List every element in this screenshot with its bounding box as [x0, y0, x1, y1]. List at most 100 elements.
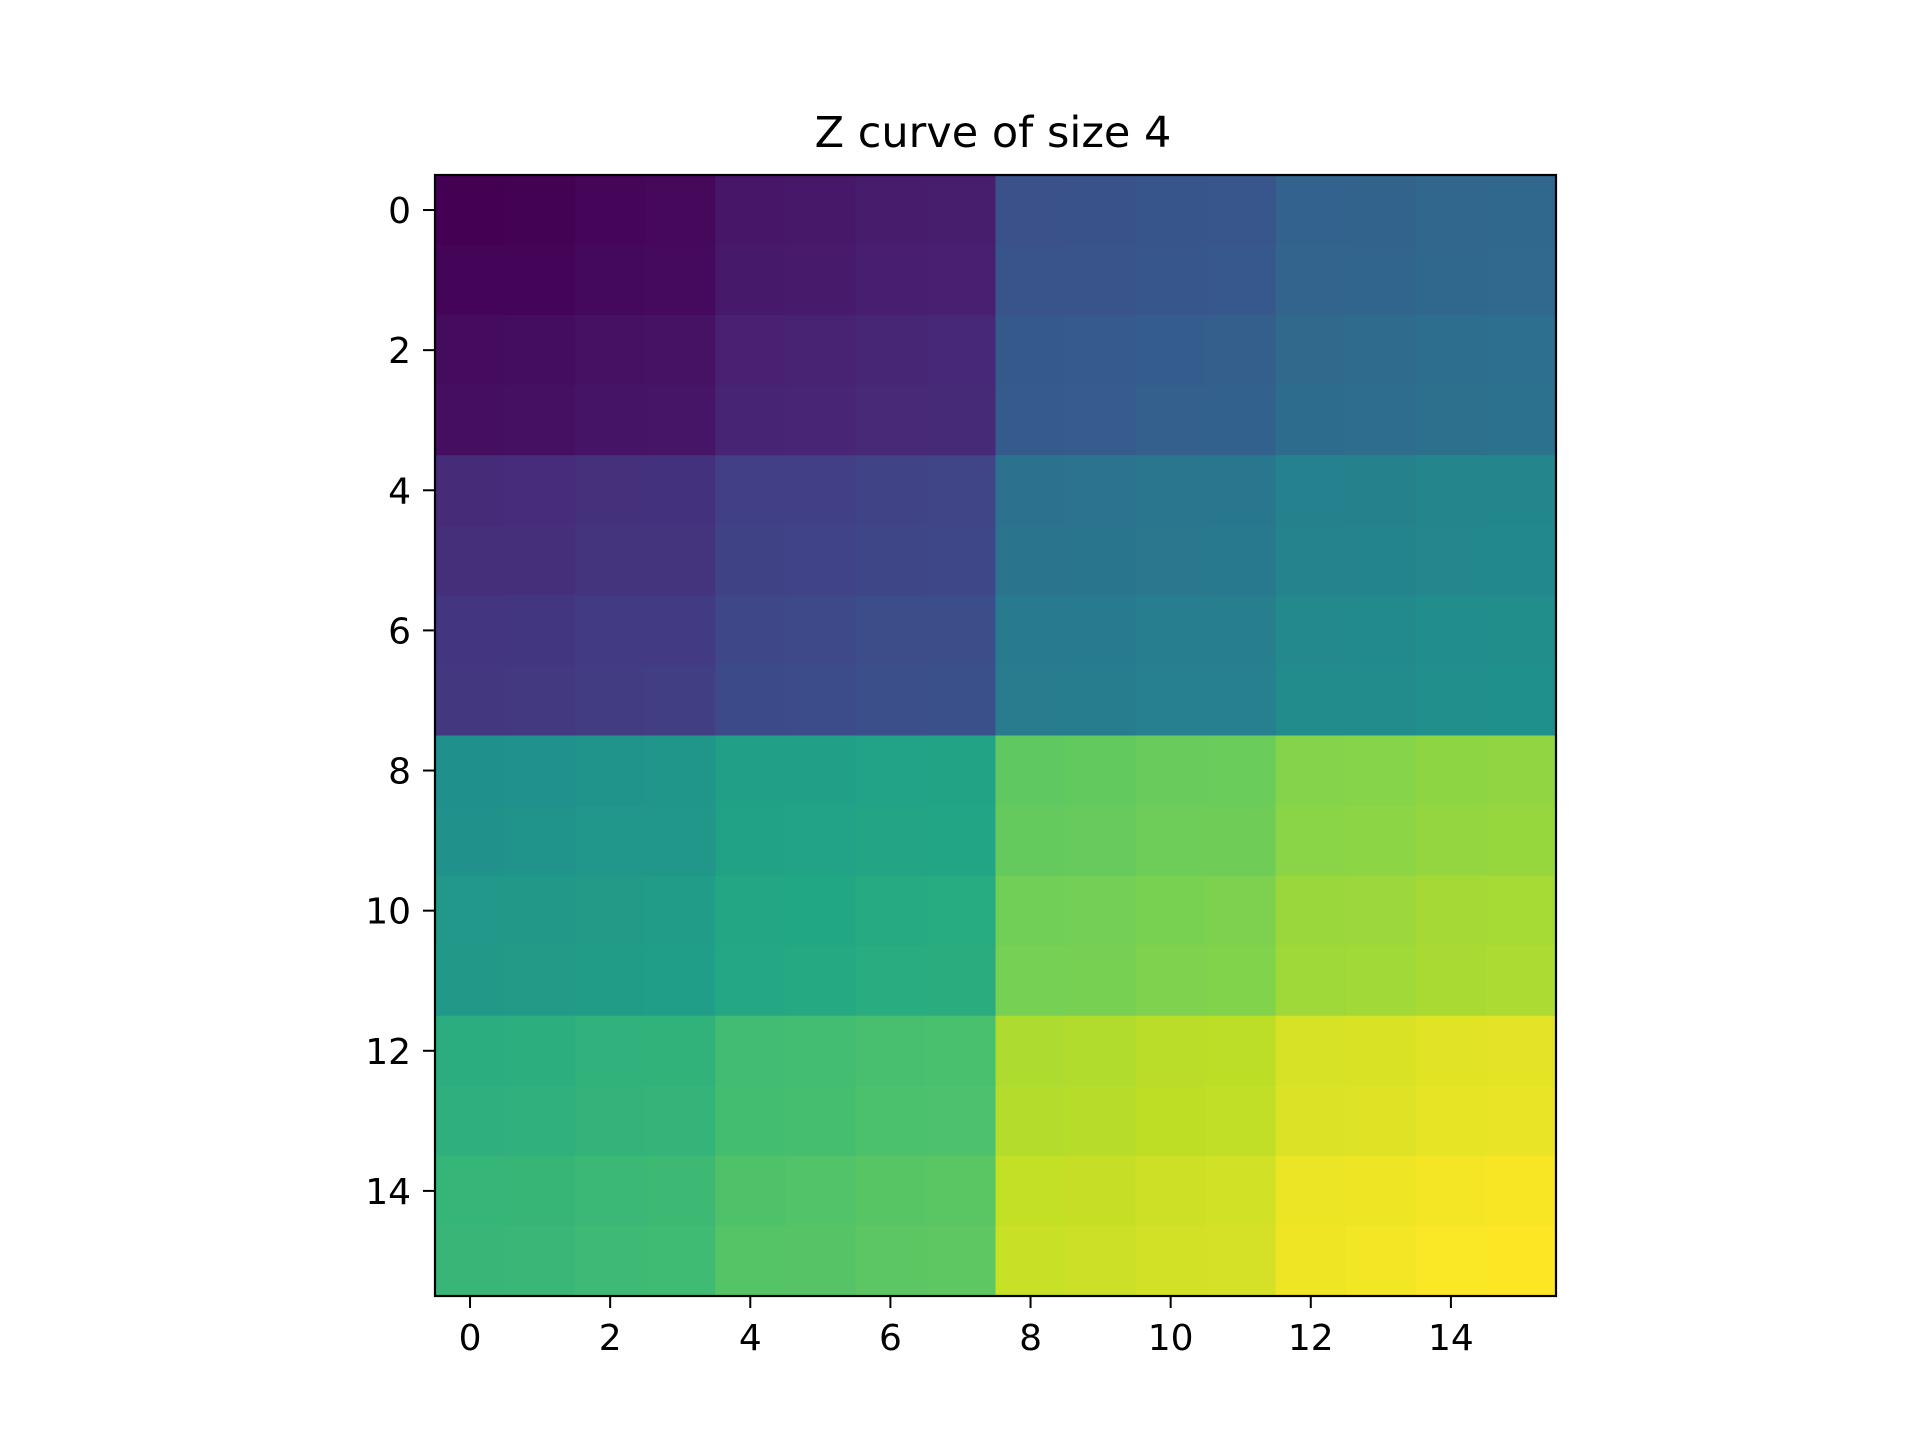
heatmap-cell	[1135, 315, 1207, 386]
heatmap-cell	[925, 1015, 997, 1087]
heatmap-cell	[645, 315, 716, 386]
heatmap-cell	[925, 1085, 997, 1157]
heatmap-cell	[1345, 1225, 1417, 1297]
heatmap-cell	[575, 175, 646, 246]
heatmap-cell	[995, 455, 1067, 526]
heatmap-cell	[645, 175, 716, 246]
heatmap-cell	[575, 1015, 646, 1087]
heatmap-cell	[925, 595, 997, 667]
heatmap-cell	[1065, 1225, 1137, 1297]
heatmap-cell	[1415, 1085, 1487, 1157]
heatmap-cell	[1205, 665, 1277, 737]
heatmap-cell	[1485, 175, 1557, 246]
heatmap-cell	[575, 665, 646, 737]
heatmap-cell	[1345, 595, 1417, 667]
heatmap-cell	[505, 1225, 576, 1297]
heatmap-cell	[925, 945, 997, 1017]
heatmap-cell	[645, 735, 716, 807]
heatmap-cell	[1065, 315, 1137, 386]
heatmap-cell	[435, 945, 506, 1017]
heatmap-cell	[995, 875, 1067, 947]
heatmap-cell	[925, 665, 997, 737]
heatmap-cell	[575, 945, 646, 1017]
heatmap-cell	[855, 945, 927, 1017]
heatmap-cell	[1485, 315, 1557, 386]
heatmap-cell	[1135, 1225, 1207, 1297]
heatmap-cell	[645, 1155, 716, 1227]
heatmap-cell	[1135, 735, 1207, 807]
heatmap-cell	[505, 525, 576, 596]
heatmap-cell	[1345, 525, 1417, 596]
heatmap-cell	[715, 385, 786, 456]
heatmap-cell	[1205, 1225, 1277, 1297]
heatmap-cell	[435, 455, 506, 526]
heatmap-cell	[1205, 805, 1277, 877]
heatmap-cell	[435, 805, 506, 877]
heatmap-cell	[1275, 455, 1347, 526]
heatmap-cell	[995, 665, 1067, 737]
heatmap-cell	[1205, 455, 1277, 526]
heatmap-cell	[715, 455, 786, 526]
heatmap-cell	[855, 1015, 927, 1087]
heatmap-cell	[575, 455, 646, 526]
y-tick-label: 6	[388, 611, 411, 652]
heatmap-cell	[715, 945, 786, 1017]
heatmap-cell	[435, 1155, 506, 1227]
heatmap-cell	[1485, 1015, 1557, 1087]
x-tick-label: 12	[1288, 1318, 1334, 1359]
heatmap-cell	[925, 525, 997, 596]
heatmap-cell	[855, 735, 927, 807]
heatmap-cell	[855, 455, 927, 526]
heatmap-cell	[575, 1225, 646, 1297]
heatmap-cell	[785, 735, 856, 807]
heatmap-cell	[1345, 805, 1417, 877]
heatmap-cell	[505, 1015, 576, 1087]
heatmap-cell	[715, 595, 786, 667]
heatmap-cell	[995, 1085, 1067, 1157]
heatmap-cell	[995, 1225, 1067, 1297]
heatmap-cell	[785, 875, 856, 947]
heatmap-cell	[1135, 595, 1207, 667]
heatmap-cell	[435, 245, 506, 316]
heatmap-cell	[785, 945, 856, 1017]
heatmap-cell	[925, 455, 997, 526]
heatmap-cell	[785, 385, 856, 456]
x-tick-label: 6	[879, 1318, 902, 1359]
heatmap-cell	[1485, 1155, 1557, 1227]
heatmap-cell	[925, 315, 997, 386]
heatmap-cell	[925, 735, 997, 807]
heatmap-cell	[1205, 1085, 1277, 1157]
heatmap-cell	[1205, 1015, 1277, 1087]
heatmap-cell	[1275, 175, 1347, 246]
heatmap-cell	[1275, 805, 1347, 877]
heatmap-cell	[1485, 945, 1557, 1017]
heatmap-cell	[1065, 175, 1137, 246]
heatmap-cell	[1415, 385, 1487, 456]
heatmap-cell	[505, 245, 576, 316]
x-tick-label: 2	[599, 1318, 622, 1359]
heatmap-cell	[505, 735, 576, 807]
heatmap-cell	[1415, 525, 1487, 596]
heatmap-cell	[435, 175, 506, 246]
heatmap-cell	[715, 1225, 786, 1297]
heatmap-cell	[785, 315, 856, 386]
heatmap-cell	[1415, 455, 1487, 526]
heatmap-cell	[1275, 665, 1347, 737]
heatmap-cell	[1415, 315, 1487, 386]
heatmap-cell	[1415, 1225, 1487, 1297]
heatmap-cell	[505, 665, 576, 737]
x-tick-label: 10	[1148, 1318, 1194, 1359]
heatmap-cell	[1485, 1085, 1557, 1157]
heatmap-cell	[435, 875, 506, 947]
heatmap-cell	[575, 385, 646, 456]
heatmap-cell	[855, 1155, 927, 1227]
heatmap-cell	[1345, 665, 1417, 737]
heatmap-cell	[1345, 245, 1417, 316]
heatmap-cell	[645, 245, 716, 316]
heatmap-cell	[855, 1225, 927, 1297]
heatmap-cell	[715, 1015, 786, 1087]
heatmap-cell	[505, 1155, 576, 1227]
heatmap-cell	[855, 525, 927, 596]
heatmap-cell	[1485, 875, 1557, 947]
